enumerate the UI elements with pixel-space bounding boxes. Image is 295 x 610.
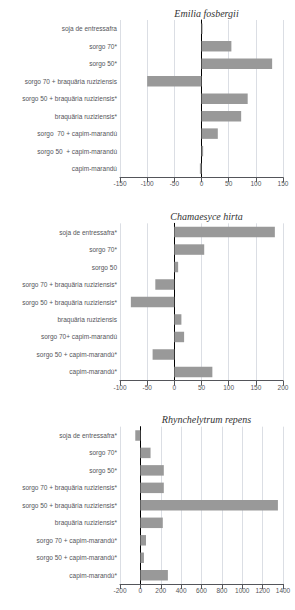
svg-text:-200: -200 [113, 587, 126, 594]
svg-text:sorgo 50 + capim-marandú*: sorgo 50 + capim-marandú* [37, 351, 118, 359]
svg-text:-50: -50 [170, 180, 180, 187]
svg-text:sorgo 70 + braquäria ruziziens: sorgo 70 + braquäria ruziziensis [25, 78, 118, 86]
svg-text:100: 100 [250, 180, 261, 187]
svg-text:braquäria ruziziensis*: braquäria ruziziensis* [55, 519, 118, 527]
svg-text:sorgo 70 + braquäria ruziziens: sorgo 70 + braquäria ruziziensis* [22, 281, 117, 289]
svg-text:600: 600 [196, 587, 207, 594]
svg-text:-150: -150 [113, 180, 126, 187]
svg-text:capim-marandú: capim-marandú [72, 165, 118, 173]
svg-text:soja de entressafra*: soja de entressafra* [59, 432, 117, 440]
svg-text:400: 400 [176, 587, 187, 594]
svg-text:-50: -50 [142, 384, 152, 391]
svg-text:sorgo 50 + braquäria ruziziens: sorgo 50 + braquäria ruziziensis* [22, 502, 117, 510]
svg-text:sorgo 50 + capim-marandú*: sorgo 50 + capim-marandú* [37, 554, 118, 562]
svg-text:1200: 1200 [255, 587, 270, 594]
svg-text:200: 200 [155, 587, 166, 594]
svg-text:150: 150 [250, 384, 261, 391]
svg-text:soja de entressafra*: soja de entressafra* [59, 229, 117, 237]
svg-text:capim-marandú*: capim-marandú* [69, 572, 117, 580]
svg-text:150: 150 [278, 180, 289, 187]
svg-text:sorgo 50 + capim-marandú: sorgo 50 + capim-marandú [37, 148, 117, 156]
svg-text:800: 800 [216, 587, 227, 594]
svg-text:1400: 1400 [276, 587, 291, 594]
svg-text:0: 0 [139, 587, 143, 594]
svg-text:braquäria ruziziensis: braquäria ruziziensis [57, 316, 117, 324]
svg-text:sorgo 70*: sorgo 70* [89, 246, 117, 254]
svg-text:50: 50 [198, 384, 206, 391]
svg-text:0: 0 [173, 384, 177, 391]
svg-text:sorgo 50*: sorgo 50* [89, 60, 117, 68]
svg-text:soja de entressafra: soja de entressafra [62, 25, 118, 33]
svg-text:sorgo 50*: sorgo 50* [89, 467, 117, 475]
svg-text:sorgo 70+ capim-marandú: sorgo 70+ capim-marandú [41, 333, 117, 341]
svg-text:Rhynchelytrum repens: Rhynchelytrum repens [161, 414, 251, 425]
svg-text:braquäria ruziziensis*: braquäria ruziziensis* [55, 113, 118, 121]
svg-text:-100: -100 [141, 180, 154, 187]
svg-text:0: 0 [200, 180, 204, 187]
svg-text:sorgo 70 + capim-marandú: sorgo 70 + capim-marandú [37, 130, 117, 138]
svg-text:sorgo 70*: sorgo 70* [89, 43, 117, 51]
svg-text:sorgo 70 + braquäria ruziziens: sorgo 70 + braquäria ruziziensis* [22, 484, 117, 492]
svg-text:200: 200 [278, 384, 289, 391]
svg-text:1000: 1000 [235, 587, 250, 594]
svg-text:capim-marandú*: capim-marandú* [69, 368, 117, 376]
svg-text:sorgo 70*: sorgo 70* [89, 449, 117, 457]
svg-text:sorgo 50 + braquäria ruziziens: sorgo 50 + braquäria ruziziensis* [22, 299, 117, 307]
svg-text:sorgo 50 + braquäria ruziziens: sorgo 50 + braquäria ruziziensis* [22, 95, 117, 103]
svg-text:Chamaesyce hirta: Chamaesyce hirta [170, 211, 243, 222]
svg-text:Emilia fosbergii: Emilia fosbergii [173, 8, 239, 19]
svg-text:100: 100 [223, 384, 234, 391]
svg-text:-100: -100 [113, 384, 126, 391]
svg-text:sorgo 70 + capim-marandú*: sorgo 70 + capim-marandú* [37, 537, 118, 545]
svg-text:sorgo 50: sorgo 50 [92, 264, 118, 272]
svg-text:50: 50 [225, 180, 233, 187]
